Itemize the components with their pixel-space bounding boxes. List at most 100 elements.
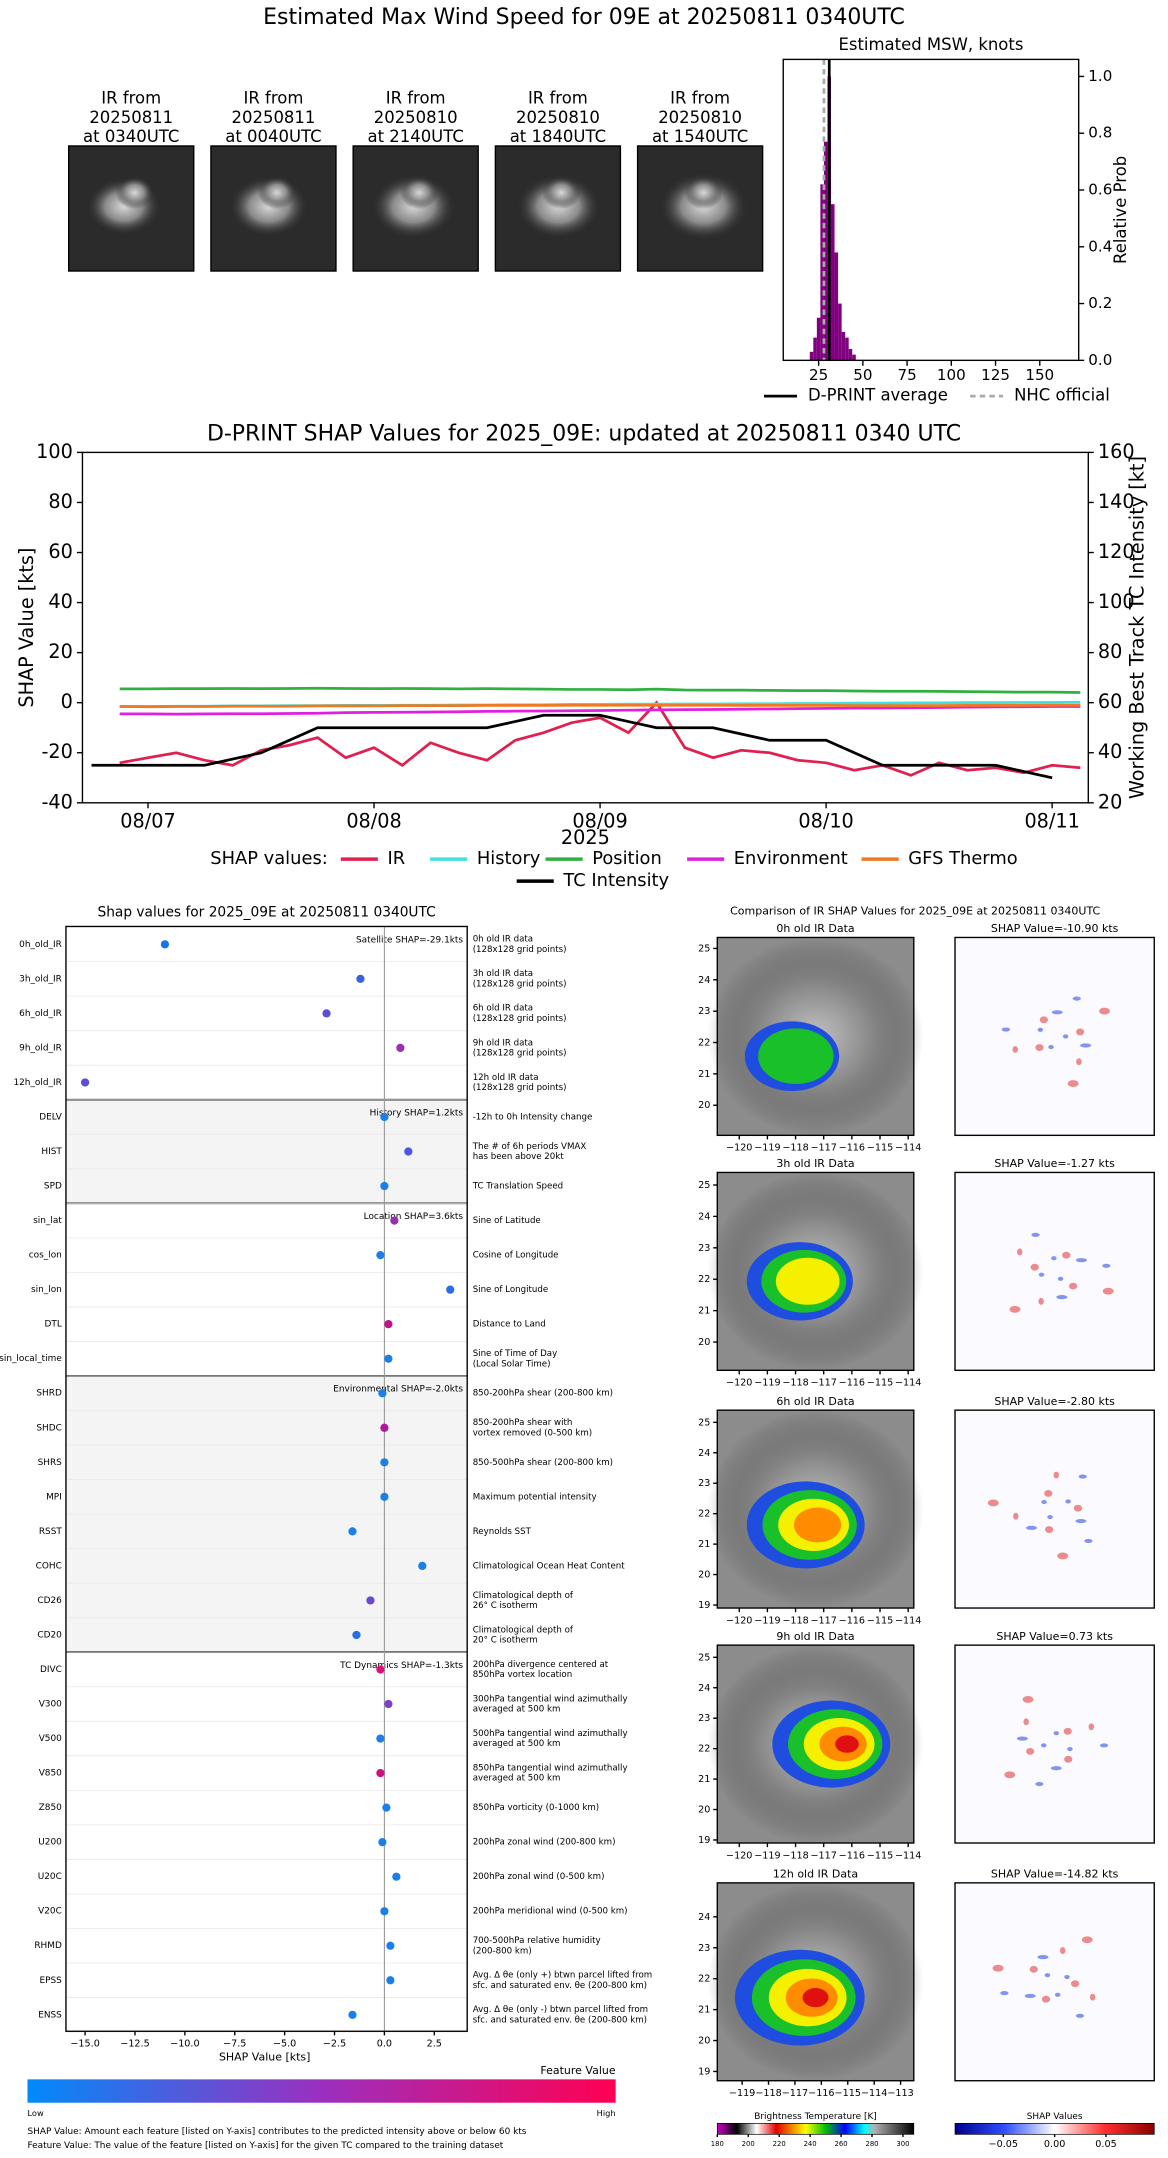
x-tick-label: −117 <box>810 1615 836 1626</box>
shap-spot <box>1035 1044 1044 1051</box>
y-tick-label: 40 <box>48 590 72 613</box>
shap-spot <box>1038 1297 1044 1305</box>
feature-description: Climatological depth of <box>473 1625 574 1635</box>
colorbar-label: SHAP Values <box>1027 2112 1083 2122</box>
feature-description: Sine of Longitude <box>473 1285 548 1295</box>
feature-description: (128x128 grid points) <box>473 1083 567 1093</box>
colorbar-tick-label: 240 <box>804 2140 817 2148</box>
feature-description: averaged at 500 km <box>473 1774 561 1784</box>
x-tick-label: −114 <box>895 1378 921 1389</box>
y-axis-label: SHAP Value [kts] <box>15 548 38 708</box>
colorbar-high: High <box>597 2108 616 2118</box>
shap-spot <box>1072 996 1081 1001</box>
shap-image <box>954 1171 1155 1371</box>
cloud <box>257 176 297 210</box>
shap-dot <box>376 1734 385 1743</box>
x-tick-label: −15.0 <box>70 2039 99 2050</box>
y-tick-label: 20 <box>698 1570 710 1581</box>
shap-spot <box>1064 1974 1070 1980</box>
chart-title: Estimated MSW, knots <box>838 35 1023 54</box>
thumbnail-label: IR from <box>386 89 446 108</box>
x-tick-label: −120 <box>726 1615 752 1626</box>
feature-description: Climatological Ocean Heat Content <box>473 1561 626 1571</box>
shap-spot <box>1009 1305 1021 1313</box>
shap-spot <box>1041 1743 1047 1748</box>
shap-spot <box>1056 1295 1068 1300</box>
colorbar-tick-label: 220 <box>773 2140 786 2148</box>
y-tick-label: 20 <box>698 1805 710 1816</box>
y-tick-label: 100 <box>36 440 73 463</box>
shap-spot <box>1013 1512 1019 1520</box>
feature-name: SHRD <box>36 1389 62 1399</box>
shap-dot <box>384 1320 393 1329</box>
series-line <box>119 700 1081 777</box>
y2-tick-label: 20 <box>1098 790 1122 813</box>
y-tick-label: 1.0 <box>1088 67 1112 85</box>
feature-description: (128x128 grid points) <box>473 1049 567 1059</box>
x-tick-label: −115 <box>835 2088 861 2099</box>
shap-dot <box>376 1768 385 1778</box>
shap-spot <box>1073 1504 1083 1512</box>
x-tick-label: −119 <box>754 1143 780 1154</box>
series-line <box>119 686 1081 694</box>
feature-name: sin_local_time <box>0 1354 62 1364</box>
x-tick-label: −119 <box>729 2088 755 2099</box>
legend-label: IR <box>388 848 406 869</box>
feature-name: DIVC <box>40 1665 62 1675</box>
shap-spot <box>1081 1936 1093 1944</box>
x-tick-label: −2.5 <box>323 2039 346 2050</box>
x-tick-label: 125 <box>981 366 1010 384</box>
feature-description: Cosine of Longitude <box>473 1251 559 1261</box>
histogram-bar <box>820 184 824 361</box>
legend-label: Environment <box>734 848 848 869</box>
shap-spot <box>1025 1525 1037 1530</box>
feature-name: SPD <box>44 1182 62 1192</box>
y-tick-label: 25 <box>698 1180 710 1191</box>
feature-name: V20C <box>38 1907 62 1917</box>
x-tick-label: 08/09 <box>572 810 627 833</box>
thumbnail-label: at 0340UTC <box>83 127 179 146</box>
x-tick-label: −118 <box>782 1615 808 1626</box>
shap-dot <box>404 1147 413 1156</box>
y-tick-label: 22 <box>698 1509 710 1520</box>
shap-dot <box>384 1699 393 1709</box>
ir-panel-title: 3h old IR Data <box>776 1157 854 1170</box>
thumbnail-label: at 1540UTC <box>652 127 748 146</box>
shap-spot <box>1037 1027 1044 1032</box>
y-tick-label: 20 <box>48 640 72 663</box>
feature-description: Avg. Δ θe (only +) btwn parcel lifted fr… <box>473 1971 653 1981</box>
y2-tick-label: 160 <box>1098 440 1135 463</box>
colorbar <box>716 2122 915 2135</box>
storm-layer <box>835 1735 859 1753</box>
x-tick-label: −12.5 <box>120 2039 149 2050</box>
ir-frame <box>716 1409 915 1609</box>
histogram-bar <box>838 303 842 361</box>
shap-dot <box>348 2010 357 2019</box>
shap-panel-title: SHAP Value=-2.80 kts <box>994 1395 1115 1408</box>
feature-description: (Local Solar Time) <box>473 1359 551 1369</box>
y-tick-label: 21 <box>698 2005 710 2016</box>
footnote: Feature Value: The value of the feature … <box>27 2141 503 2151</box>
shap-spot <box>1089 1993 1096 2001</box>
legend-title: SHAP values: <box>210 848 328 869</box>
feature-description: 850-200hPa shear (200-800 km) <box>473 1389 613 1399</box>
thumbnail-label: IR from <box>670 89 730 108</box>
shap-spot <box>1099 1743 1109 1748</box>
y-tick-label: 22 <box>698 1038 710 1049</box>
feature-description: -12h to 0h Intensity change <box>473 1112 593 1122</box>
thumbnail-label: 20250810 <box>374 108 458 127</box>
shap-dot <box>380 1423 389 1432</box>
chart-title: Shap values for 2025_09E at 20250811 034… <box>97 905 435 921</box>
shap-spot <box>1078 1474 1087 1479</box>
shap-dot <box>418 1561 427 1571</box>
feature-description: Sine of Latitude <box>473 1216 541 1226</box>
x-tick-label: −120 <box>726 1143 752 1154</box>
x-tick-label: −116 <box>808 2088 834 2099</box>
x-tick-label: −10.0 <box>170 2039 199 2050</box>
storm-layer <box>793 1507 842 1543</box>
shap-spot <box>1051 1010 1063 1015</box>
shap-spot <box>1044 1526 1054 1533</box>
colorbar-title: Feature Value <box>540 2064 615 2077</box>
thumbnail-label: 20250810 <box>516 108 600 127</box>
